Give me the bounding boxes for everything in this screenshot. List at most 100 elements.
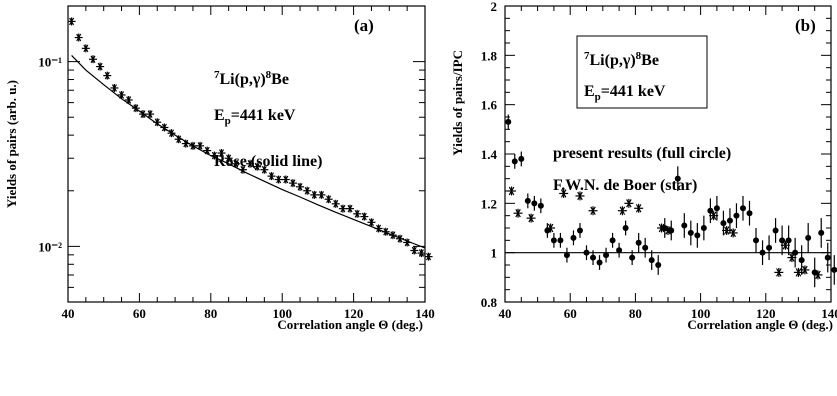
data-point-circle xyxy=(746,200,753,226)
marker xyxy=(570,234,577,241)
data-point-circle xyxy=(785,225,792,256)
data-point-star xyxy=(296,182,305,191)
data-point-circle xyxy=(668,220,675,241)
axis-ticks-a xyxy=(67,5,426,303)
marker xyxy=(544,227,551,234)
data-point-star xyxy=(103,71,112,80)
y-tick-label: 1.2 xyxy=(481,196,497,211)
data-point-circle xyxy=(511,154,518,169)
data-point-circle xyxy=(505,114,512,130)
marker xyxy=(661,225,668,231)
reaction-label-b: 7Li(p,γ)8Be xyxy=(584,50,659,69)
data-point-star xyxy=(588,206,598,216)
data-point-circle xyxy=(687,220,694,246)
data-point-circle xyxy=(700,215,707,241)
data-point-star xyxy=(96,62,105,71)
data-point-star xyxy=(774,267,784,277)
marker xyxy=(642,244,649,251)
data-point-star xyxy=(138,110,147,119)
tick-labels-a: 40 60 80 100 120 140 10⁻¹ 10⁻² xyxy=(38,55,435,321)
data-point-circle xyxy=(609,232,616,248)
marker xyxy=(818,229,825,236)
data-point-circle xyxy=(570,230,577,246)
x-tick-label: 80 xyxy=(629,306,642,321)
data-point-circle xyxy=(766,235,773,261)
x-tick-label: 100 xyxy=(691,306,711,321)
data-point-star xyxy=(288,179,297,188)
marker xyxy=(635,239,642,246)
marker xyxy=(596,259,603,266)
x-tick-label: 40 xyxy=(499,306,512,321)
legend-line1-b: present results (full circle) xyxy=(553,145,731,162)
marker xyxy=(622,225,629,231)
data-point-circle xyxy=(818,218,825,248)
data-point-star xyxy=(146,110,155,119)
data-point-star xyxy=(403,238,412,247)
marker xyxy=(668,227,675,234)
marker xyxy=(590,254,597,261)
data-point-star xyxy=(260,165,269,174)
marker xyxy=(831,266,837,273)
data-point-star xyxy=(188,141,197,150)
data-point-star xyxy=(224,154,233,163)
marker xyxy=(739,205,746,212)
data-point-circle xyxy=(720,210,727,236)
data-point-circle xyxy=(635,232,642,253)
marker xyxy=(753,237,760,244)
data-points-a xyxy=(67,17,433,261)
marker xyxy=(616,247,623,254)
legend-line2-b: F.W.N. de Boer (star) xyxy=(553,177,697,194)
data-point-star xyxy=(424,252,433,261)
data-point-circle xyxy=(642,237,649,258)
marker xyxy=(583,249,590,256)
y-tick-label: 2 xyxy=(491,0,498,14)
data-point-star xyxy=(360,212,369,221)
data-point-star xyxy=(507,186,517,196)
marker xyxy=(655,262,662,268)
marker xyxy=(713,205,720,212)
data-point-star xyxy=(117,90,126,99)
data-point-star xyxy=(317,190,326,199)
y-tick-label: 1.6 xyxy=(481,98,498,113)
marker xyxy=(759,249,766,256)
data-point-circle xyxy=(596,255,603,270)
y-tick-label: 0.8 xyxy=(481,295,498,310)
data-point-star xyxy=(388,231,397,240)
data-point-star xyxy=(559,188,569,198)
data-point-circle xyxy=(557,232,564,248)
data-point-star xyxy=(396,234,405,243)
data-point-circle xyxy=(576,223,583,238)
data-point-circle xyxy=(759,240,766,265)
marker xyxy=(779,237,786,244)
data-point-star xyxy=(410,246,419,255)
data-point-circle xyxy=(792,237,799,268)
data-point-star xyxy=(131,104,140,113)
data-point-circle xyxy=(694,223,701,248)
data-point-star xyxy=(246,159,255,168)
data-point-circle xyxy=(681,213,688,238)
data-point-star xyxy=(238,165,247,174)
data-point-circle xyxy=(622,220,629,236)
marker xyxy=(772,227,779,234)
marker xyxy=(537,202,544,209)
data-points-circle-b xyxy=(505,114,837,288)
marker xyxy=(518,155,525,162)
data-point-circle xyxy=(616,242,623,258)
marker xyxy=(674,175,681,182)
marker xyxy=(792,249,799,256)
data-point-star xyxy=(253,162,262,171)
data-point-circle xyxy=(590,250,597,265)
reaction-box-b xyxy=(576,35,708,109)
marker xyxy=(687,229,694,236)
marker xyxy=(694,232,701,239)
data-point-star xyxy=(174,135,183,144)
data-point-circle xyxy=(563,247,570,263)
y-tick-label: 10⁻² xyxy=(38,239,62,254)
marker xyxy=(746,210,753,217)
data-point-star xyxy=(217,149,226,158)
x-tick-label: 140 xyxy=(821,306,837,321)
data-point-star xyxy=(153,118,162,127)
data-point-circle xyxy=(733,203,740,228)
